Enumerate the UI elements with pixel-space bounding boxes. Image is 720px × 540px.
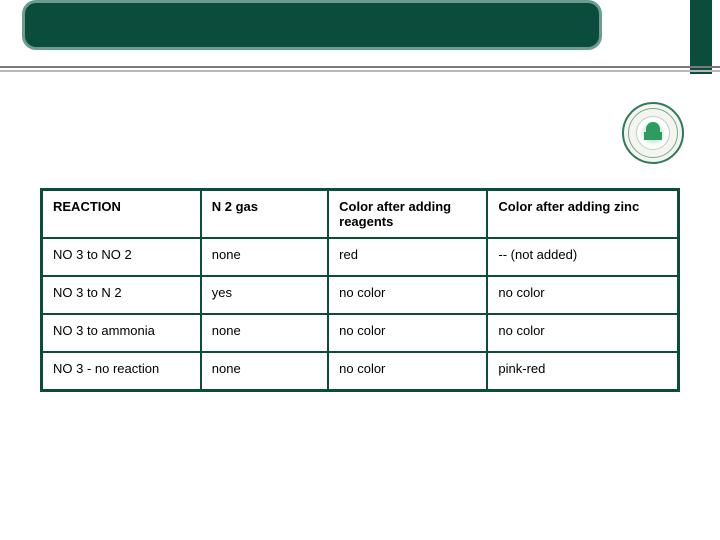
column-header: N 2 gas [201,190,328,239]
column-header: Color after adding reagents [328,190,487,239]
table-cell: yes [201,276,328,314]
column-header: REACTION [42,190,201,239]
header-divider-2 [0,70,720,72]
table-cell: none [201,352,328,390]
table-cell: none [201,238,328,276]
table-row: NO 3 to NO 2nonered-- (not added) [42,238,679,276]
table-body: NO 3 to NO 2nonered-- (not added)NO 3 to… [42,238,679,390]
table-cell: NO 3 to NO 2 [42,238,201,276]
table-row: NO 3 - no reactionnoneno colorpink-red [42,352,679,390]
university-logo [622,102,684,164]
table-cell: red [328,238,487,276]
table-cell: NO 3 to N 2 [42,276,201,314]
table-cell: none [201,314,328,352]
table-cell: no color [328,352,487,390]
reaction-table: REACTION N 2 gas Color after adding reag… [40,188,680,392]
table-cell: no color [328,314,487,352]
table-cell: no color [487,276,678,314]
table-cell: pink-red [487,352,678,390]
table-row: NO 3 to N 2yesno colorno color [42,276,679,314]
table-cell: no color [487,314,678,352]
table-cell: NO 3 - no reaction [42,352,201,390]
title-box [22,0,602,50]
table-header-row: REACTION N 2 gas Color after adding reag… [42,190,679,239]
column-header: Color after adding zinc [487,190,678,239]
table-row: NO 3 to ammonianoneno colorno color [42,314,679,352]
table-cell: NO 3 to ammonia [42,314,201,352]
table-cell: no color [328,276,487,314]
header-right-strip [690,0,712,74]
table-cell: -- (not added) [487,238,678,276]
header-divider-1 [0,66,720,68]
